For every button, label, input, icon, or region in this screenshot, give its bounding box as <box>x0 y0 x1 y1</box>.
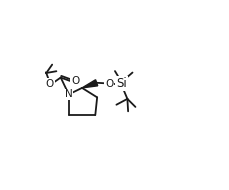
Text: N: N <box>65 89 72 99</box>
Text: Si: Si <box>116 77 126 90</box>
Text: O: O <box>46 79 54 89</box>
Polygon shape <box>82 80 97 88</box>
Text: O: O <box>104 78 113 89</box>
Text: O: O <box>71 76 79 86</box>
